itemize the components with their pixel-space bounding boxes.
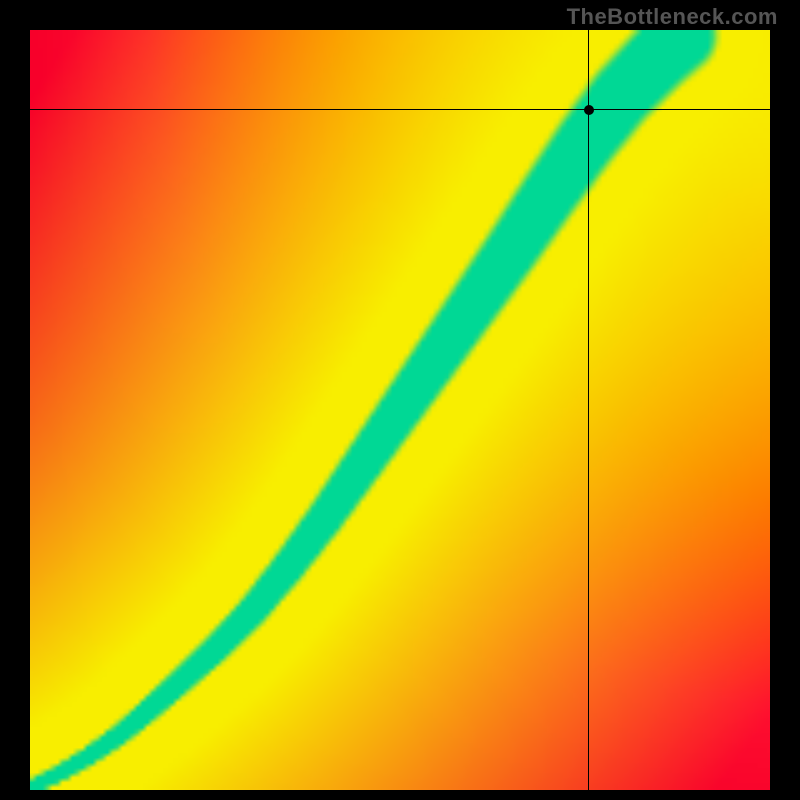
- bottleneck-heatmap: [30, 30, 770, 790]
- crosshair-vertical-line: [588, 30, 589, 790]
- crosshair-horizontal-line: [30, 109, 770, 110]
- crosshair-marker: [584, 105, 594, 115]
- watermark-text: TheBottleneck.com: [567, 4, 778, 30]
